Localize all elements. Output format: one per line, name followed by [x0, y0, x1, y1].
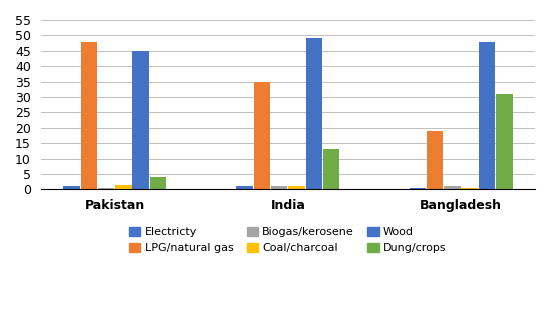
- Bar: [63, 186, 80, 189]
- Bar: [133, 51, 149, 189]
- Bar: [427, 131, 443, 189]
- Bar: [115, 185, 131, 189]
- Legend: Electricty, LPG/natural gas, Biogas/kerosene, Coal/charcoal, Wood, Dung/crops: Electricty, LPG/natural gas, Biogas/kero…: [125, 222, 451, 257]
- Bar: [306, 39, 322, 189]
- Bar: [150, 177, 166, 189]
- Bar: [478, 42, 495, 189]
- Bar: [496, 94, 513, 189]
- Bar: [98, 188, 114, 189]
- Bar: [323, 150, 339, 189]
- Bar: [80, 42, 97, 189]
- Bar: [254, 82, 270, 189]
- Bar: [444, 186, 460, 189]
- Bar: [461, 188, 478, 189]
- Bar: [271, 186, 288, 189]
- Bar: [236, 186, 253, 189]
- Bar: [288, 186, 305, 189]
- Bar: [410, 188, 426, 189]
